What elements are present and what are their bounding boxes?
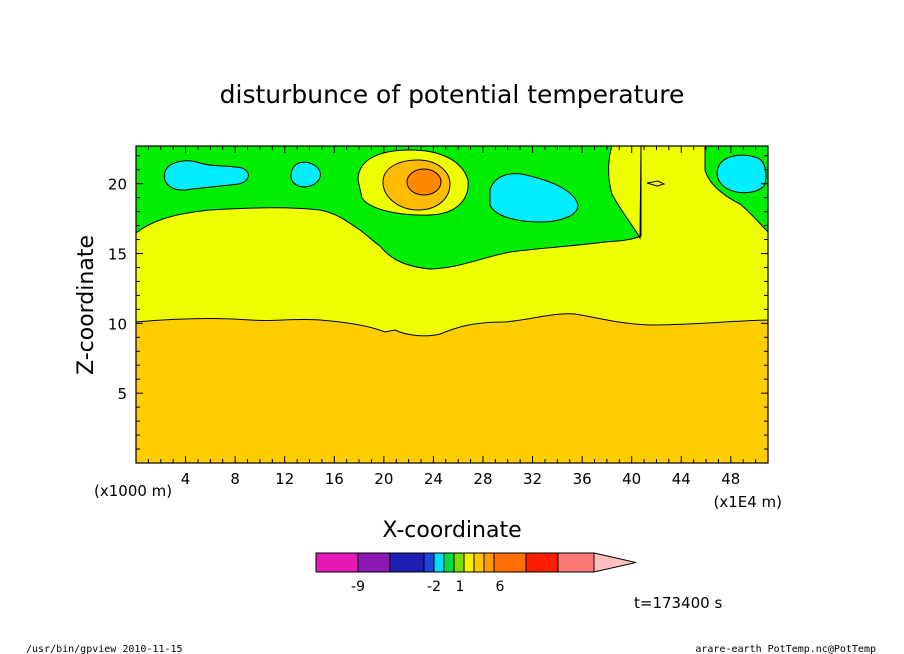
x-tick-label: 8 (230, 470, 240, 488)
colorbar-segment (473, 552, 485, 573)
contour-cell-warm-core (406, 168, 442, 196)
x-tick-labels: 4 8 12 16 20 24 28 32 36 40 44 48 (181, 470, 741, 488)
contour-cell-cyan (489, 173, 579, 223)
colorbar-segment (443, 552, 455, 573)
time-label: t=173400 s (634, 594, 722, 612)
colorbar-segment (483, 552, 495, 573)
x-tick-label: 48 (721, 470, 740, 488)
axis-ticks (136, 146, 768, 463)
colorbar-extension (593, 552, 637, 573)
x-tick-label: 4 (181, 470, 191, 488)
contour-cell-cyan (290, 161, 321, 188)
x-tick-label: 16 (325, 470, 344, 488)
colorbar-segment (315, 552, 359, 573)
x-tick-label: 24 (424, 470, 443, 488)
chart-title: disturbunce of potential temperature (220, 80, 685, 109)
x-tick-label: 32 (523, 470, 542, 488)
colorbar-segment (433, 552, 445, 573)
y-axis-label: Z-coordinate (74, 235, 99, 375)
x-tick-label: 12 (275, 470, 294, 488)
x-tick-label: 28 (473, 470, 492, 488)
colorbar (315, 552, 637, 573)
colorbar-label: -9 (351, 579, 365, 595)
colorbar-label: 1 (456, 579, 465, 595)
colorbar-segment (389, 552, 425, 573)
colorbar-segment (557, 552, 595, 573)
contour-cell-cyan (716, 154, 767, 194)
colorbar-segment (463, 552, 475, 573)
colorbar-label: -2 (427, 579, 441, 595)
colorbar-label: 6 (496, 579, 505, 595)
colorbar-segment (493, 552, 527, 573)
footer-left: /usr/bin/gpview 2010-11-15 (26, 644, 183, 654)
contour-plot (136, 146, 768, 463)
x-tick-label: 20 (374, 470, 393, 488)
y-tick-label: 10 (108, 315, 127, 333)
colorbar-segment (423, 552, 435, 573)
plot-frame (135, 145, 769, 464)
y-tick-label: 5 (117, 385, 127, 403)
x-tick-label: 44 (672, 470, 691, 488)
contour-region-yellow-tongue (608, 146, 642, 240)
x-tick-label: 40 (622, 470, 641, 488)
colorbar-segment (357, 552, 391, 573)
x-axis-label: X-coordinate (382, 518, 521, 543)
x-tick-label: 36 (573, 470, 592, 488)
x-unit-right: (x1E4 m) (713, 493, 782, 511)
contour-cell-cyan (163, 160, 249, 191)
y-tick-labels: 5 10 15 20 (108, 176, 127, 403)
colorbar-segment (525, 552, 559, 573)
colorbar-labels: -9 -2 1 6 (351, 579, 505, 595)
footer-right: arare-earth_PotTemp.nc@PotTemp (695, 644, 876, 654)
y-tick-label: 15 (108, 246, 127, 264)
colorbar-segment (453, 552, 465, 573)
contour-small-feature (646, 180, 666, 187)
x-unit-left: (x1000 m) (94, 482, 172, 500)
y-tick-label: 20 (108, 176, 127, 194)
